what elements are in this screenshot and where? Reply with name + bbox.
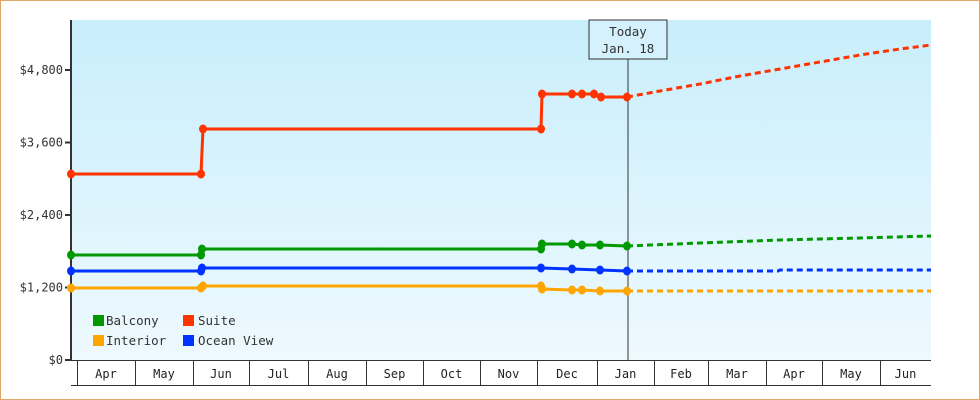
legend-label-suite: Suite [198, 313, 236, 328]
x-tick-label: Sep [384, 367, 406, 381]
today-label-line1: Today [609, 24, 647, 39]
interior-data-point[interactable] [623, 286, 631, 296]
ocean-data-point[interactable] [537, 263, 545, 273]
suite-data-point[interactable] [67, 169, 75, 179]
y-tick-label: $4,800 [20, 63, 63, 77]
x-tick-label: Nov [498, 367, 520, 381]
suite-data-point[interactable] [537, 124, 545, 134]
y-tick-label: $2,400 [20, 208, 63, 222]
legend: Balcony Suite Interior Ocean View [93, 313, 274, 348]
y-axis-ticks: $0 $1,200 $2,400 $3,600 $4,800 [20, 63, 71, 367]
interior-data-point[interactable] [199, 281, 207, 291]
x-tick-label: Jan [615, 367, 637, 381]
balcony-data-point[interactable] [596, 240, 604, 250]
x-axis-months: Apr May Jun Jul Aug Sep Oct Nov Dec Jan Feb Mar Apr M… [71, 360, 931, 386]
x-tick-label: Aug [326, 367, 348, 381]
balcony-data-point[interactable] [538, 239, 546, 249]
ocean-data-point[interactable] [596, 265, 604, 275]
interior-data-point[interactable] [67, 283, 75, 293]
suite-data-point[interactable] [623, 92, 631, 102]
balcony-data-point[interactable] [67, 250, 75, 260]
legend-swatch-balcony [93, 315, 104, 326]
interior-data-point[interactable] [596, 286, 604, 296]
x-tick-label: Jun [895, 367, 917, 381]
series-lines [67, 43, 932, 296]
legend-label-ocean-view: Ocean View [198, 333, 274, 348]
x-tick-label: Jun [210, 367, 232, 381]
x-tick-label: May [840, 367, 862, 381]
y-tick-label: $1,200 [20, 281, 63, 295]
balcony-data-point[interactable] [623, 241, 631, 251]
ocean-data-point[interactable] [623, 266, 631, 276]
suite-data-point[interactable] [199, 124, 207, 134]
suite-data-point[interactable] [597, 92, 605, 102]
x-tick-label: Dec [556, 367, 578, 381]
legend-label-interior: Interior [106, 333, 167, 348]
x-tick-label: Jul [268, 367, 290, 381]
x-tick-label: Mar [726, 367, 748, 381]
x-tick-label: Apr [95, 367, 117, 381]
today-label-date: Jan. 18 [602, 41, 655, 56]
legend-swatch-interior [93, 335, 104, 346]
x-tick-label: Oct [441, 367, 463, 381]
suite-data-point[interactable] [538, 89, 546, 99]
ocean-data-point[interactable] [67, 266, 75, 276]
ocean-forecast-line [627, 268, 931, 273]
legend-label-balcony: Balcony [106, 313, 159, 328]
ocean-data-point[interactable] [568, 264, 576, 274]
y-tick-label: $0 [49, 353, 63, 367]
legend-swatch-ocean-view [183, 335, 194, 346]
legend-swatch-suite [183, 315, 194, 326]
today-label-box [588, 19, 668, 60]
suite-data-point[interactable] [197, 169, 205, 179]
x-tick-label: Apr [783, 367, 805, 381]
y-tick-label: $3,600 [20, 136, 63, 150]
suite-data-point[interactable] [578, 89, 586, 99]
interior-data-point[interactable] [578, 285, 586, 295]
x-tick-label: May [153, 367, 175, 381]
balcony-data-point[interactable] [198, 244, 206, 254]
balcony-data-point[interactable] [568, 239, 576, 249]
interior-data-point[interactable] [568, 285, 576, 295]
balcony-forecast-line [626, 234, 932, 248]
suite-forecast-line [626, 43, 932, 99]
x-tick-label: Feb [670, 367, 692, 381]
balcony-data-point[interactable] [578, 240, 586, 250]
suite-data-point[interactable] [568, 89, 576, 99]
ocean-data-point[interactable] [198, 263, 206, 273]
plot-area [71, 20, 931, 360]
suite-data-point[interactable] [590, 89, 598, 99]
interior-data-point[interactable] [538, 284, 546, 294]
